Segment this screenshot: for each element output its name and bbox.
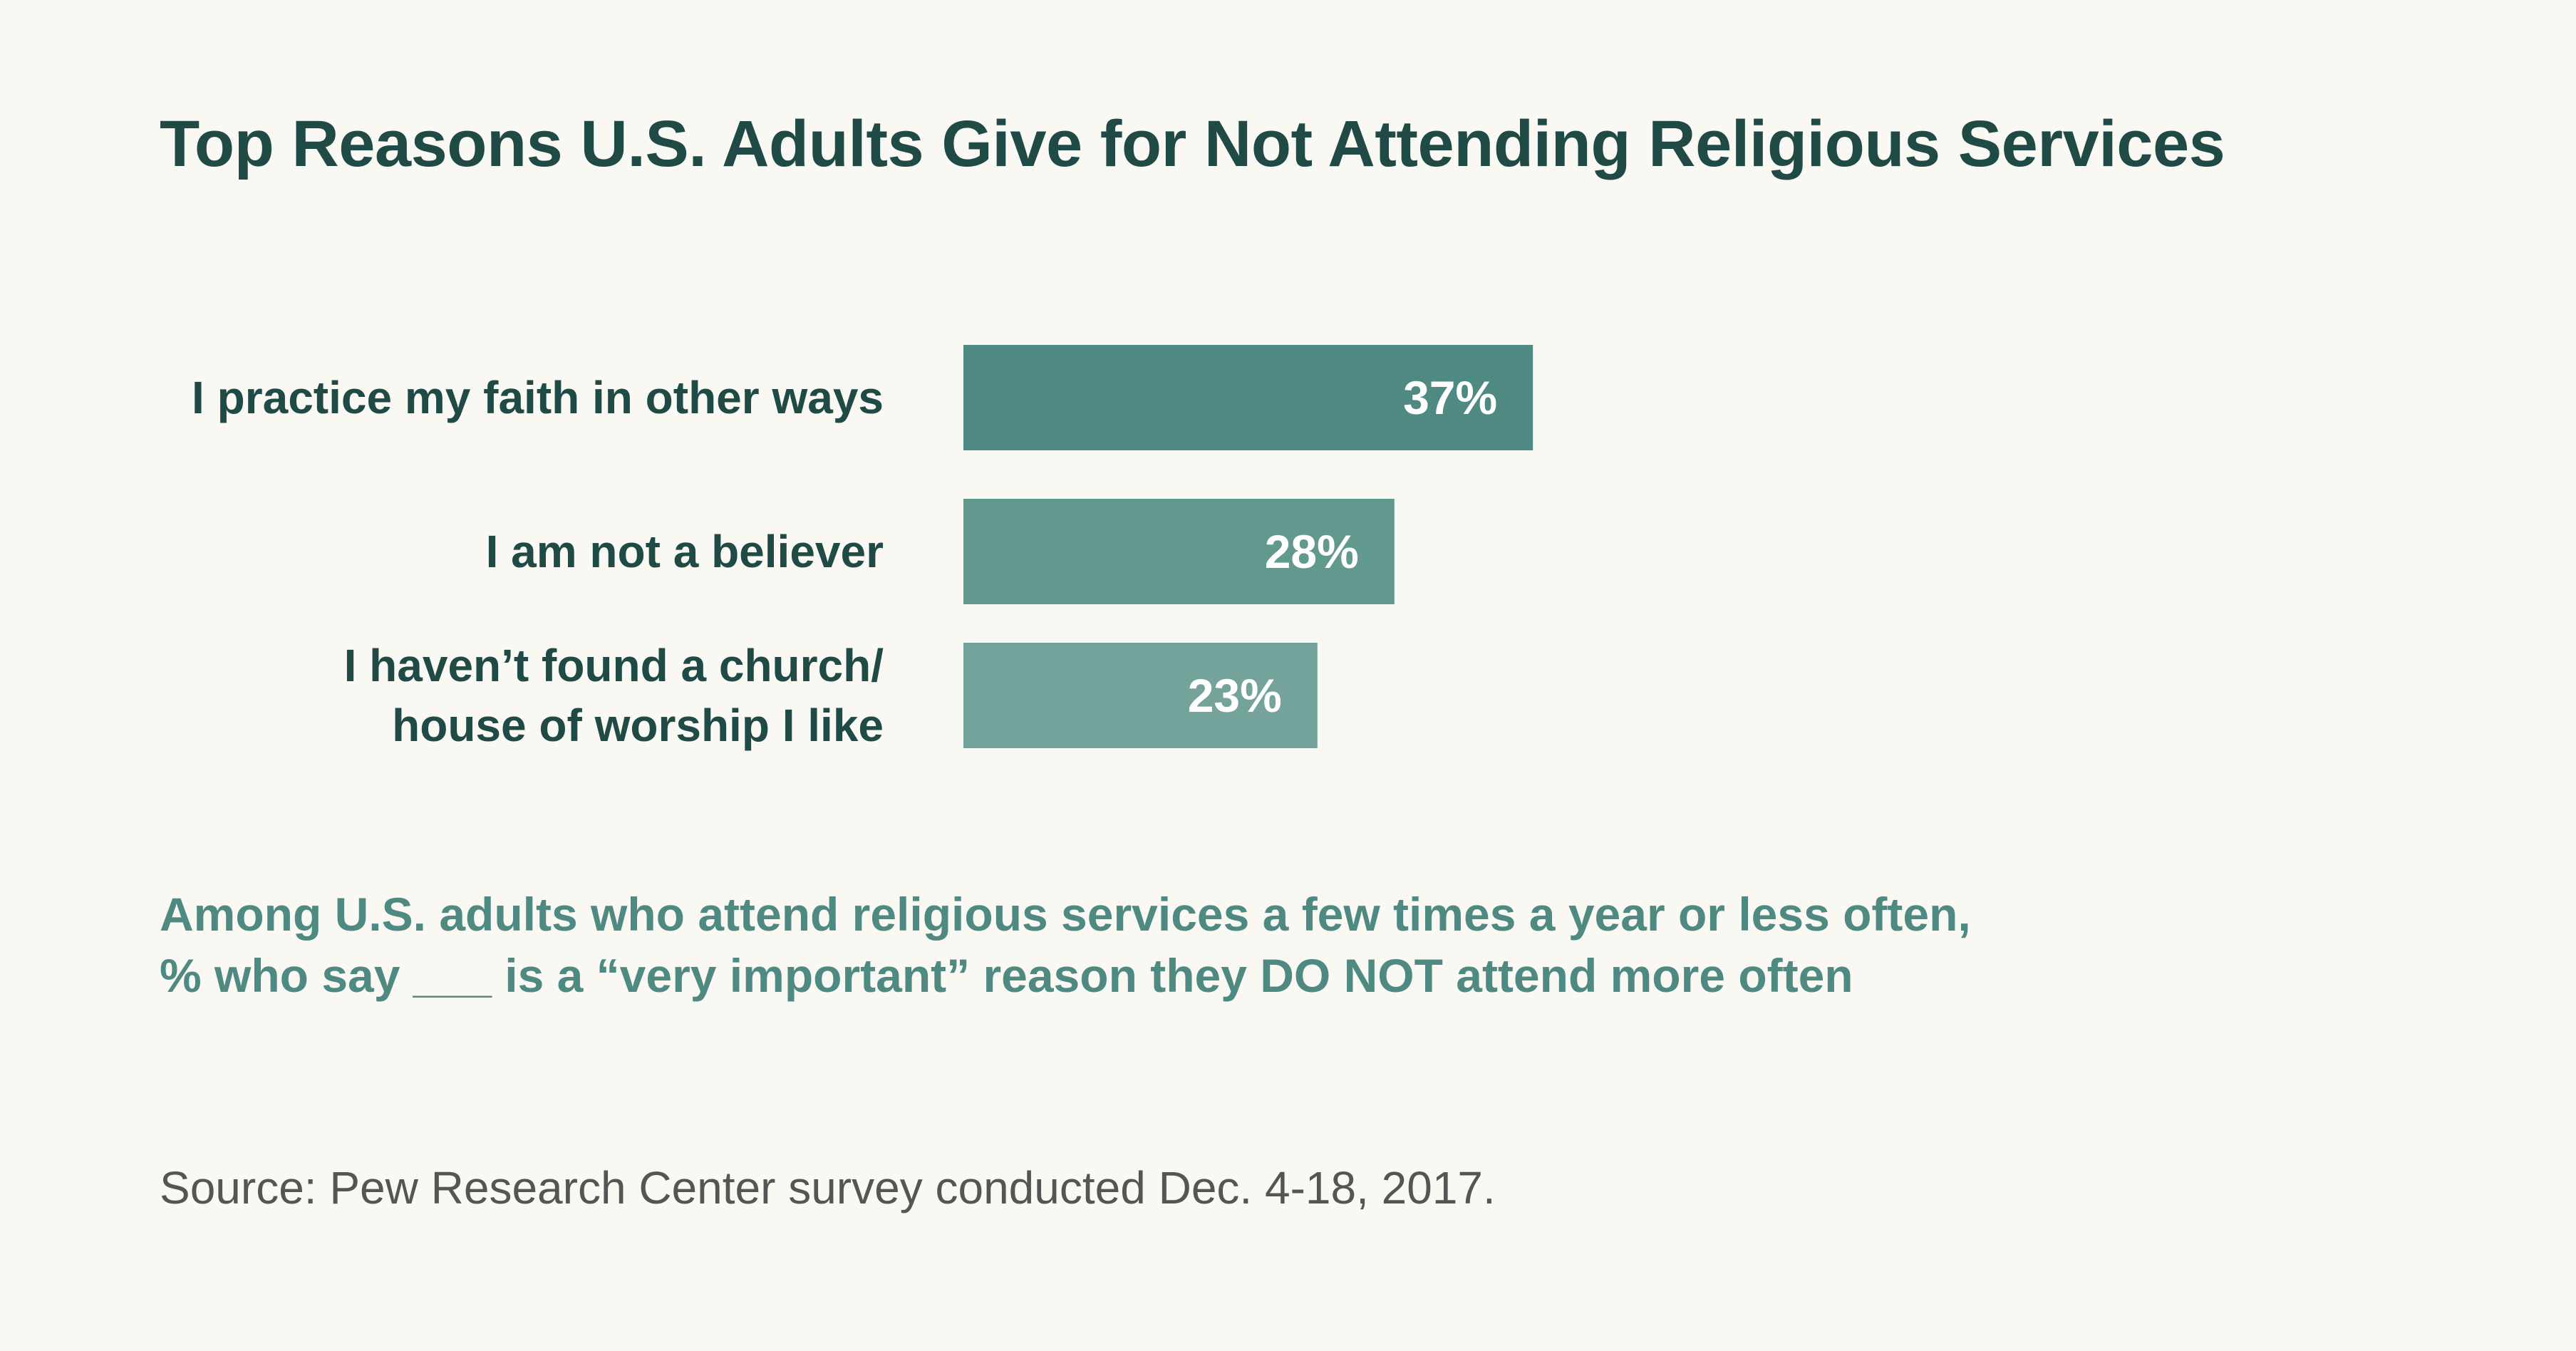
category-label-2: I am not a believer <box>486 526 884 577</box>
category-label-3-line-1: I haven’t found a church/ <box>344 640 884 691</box>
subtitle-line-1: Among U.S. adults who attend religious s… <box>160 888 1971 941</box>
bar-2 <box>963 499 1395 604</box>
bar-value-label-3: 23% <box>1188 669 1282 722</box>
chart-subtitle: Among U.S. adults who attend religious s… <box>160 884 1971 1006</box>
subtitle-line-2: % who say ___ is a “very important” reas… <box>160 949 1853 1002</box>
bar-chart: 37% I practice my faith in other ways 28% I… <box>192 345 1533 751</box>
source-note: Source: Pew Research Center survey condu… <box>160 1162 1496 1213</box>
category-label-3-line-2: house of worship I like <box>392 700 884 751</box>
bar-3 <box>963 643 1318 748</box>
category-label-1: I practice my faith in other ways <box>192 372 884 423</box>
bar-1 <box>963 345 1533 450</box>
bar-value-label-2: 28% <box>1265 525 1359 578</box>
chart-title: Top Reasons U.S. Adults Give for Not Att… <box>160 108 2225 180</box>
bar-value-label-1: 37% <box>1403 371 1497 424</box>
